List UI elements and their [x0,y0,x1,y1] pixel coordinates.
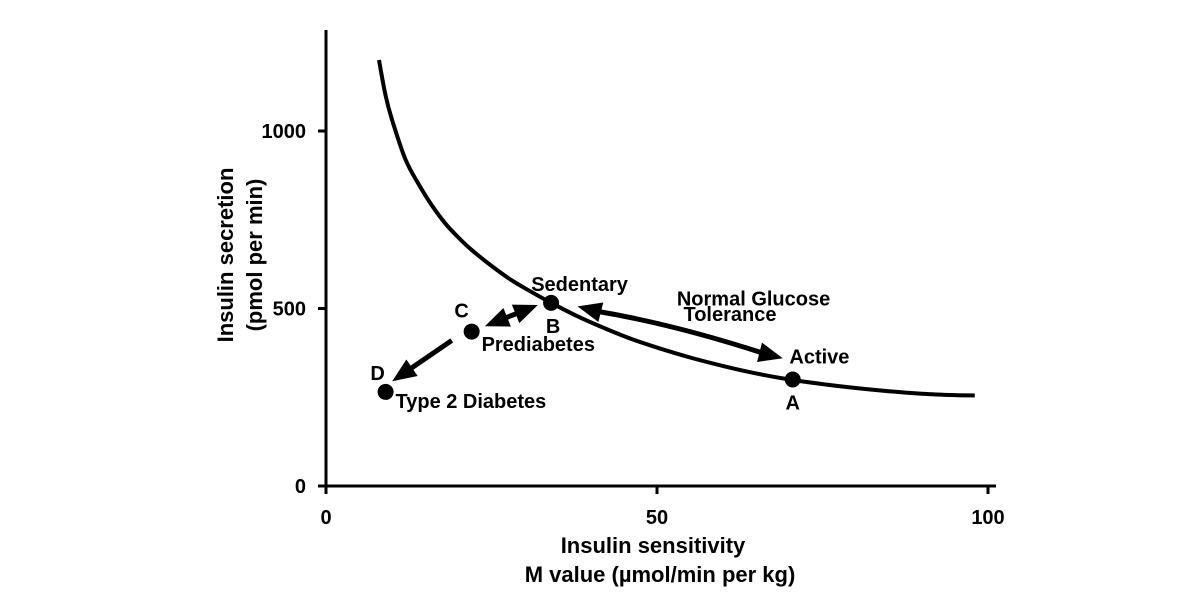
y-axis-title-line2: (pmol per min) [242,179,267,332]
point-label: D [370,363,384,385]
arrow-shaft [502,310,521,322]
arrowhead [511,304,538,324]
annotation-label: Prediabetes [482,334,595,356]
x-tick-label: 100 [971,507,1004,529]
annotation-label: Type 2 Diabetes [396,391,547,413]
series-curve [376,59,975,398]
y-tick-label: 500 [273,299,306,321]
point-b [543,294,560,311]
point-layer: A B C D [370,294,801,415]
annotation-label: Tolerance [683,304,776,326]
arrowhead [484,308,511,327]
arrowhead [577,302,604,322]
x-axis-title-line1: Insulin sensitivity [561,533,746,558]
point-label: A [785,393,799,415]
annotation-label: Sedentary [531,274,629,296]
x-tick-label: 0 [320,507,331,529]
arrow-shaft [596,308,765,356]
arrowhead [757,342,783,363]
annotation-label: Normal Glucose [677,289,830,311]
arrow-layer [392,302,783,382]
annotation-label: Active [789,347,849,369]
x-tick-label: 50 [646,507,668,529]
arrowhead [392,359,418,382]
y-tick-label: 0 [295,476,306,498]
point-label: B [546,316,560,338]
point-a [784,371,801,388]
point-d [377,383,394,400]
y-tick-label: 1000 [262,121,307,143]
x-axis-title-line2: M value (µmol/min per kg) [525,562,796,587]
annotation-layer: Sedentary Active Prediabetes Type 2 Diabete… [396,274,850,413]
point-label: C [454,301,468,323]
arrow-shaft [407,338,454,373]
y-axis-title-line1: Insulin secretion [213,168,238,343]
point-c [463,323,480,340]
